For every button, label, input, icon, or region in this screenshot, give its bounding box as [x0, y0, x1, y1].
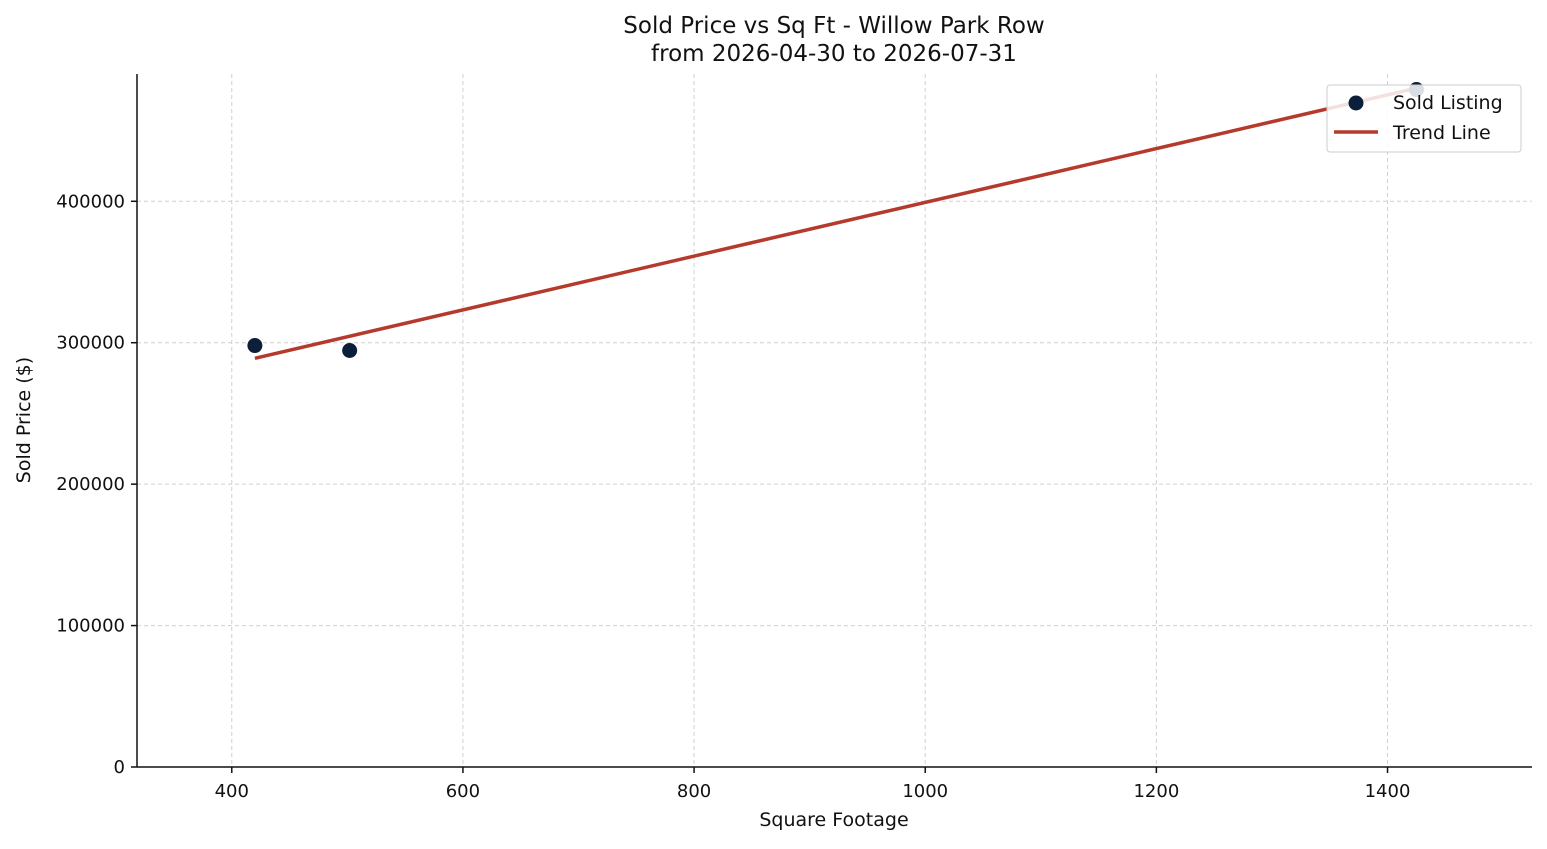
y-tick-label: 300000: [56, 333, 125, 354]
y-tick-label: 400000: [56, 191, 125, 212]
grid: [137, 74, 1532, 767]
x-tick-label: 400: [215, 781, 249, 802]
data-point: [342, 342, 358, 358]
axes: [136, 74, 1532, 768]
chart-subtitle: from 2026-04-30 to 2026-07-31: [651, 41, 1017, 67]
legend-label-trend-line: Trend Line: [1392, 122, 1491, 144]
trend-line: [254, 86, 1417, 360]
legend: Sold Listing Trend Line: [1326, 84, 1522, 153]
legend-label-sold-listing: Sold Listing: [1393, 92, 1503, 114]
y-tick-label: 100000: [56, 616, 125, 637]
ticks: 400 600 800 1000 1200 1400 0 100000 200000 300000…: [56, 191, 1410, 802]
x-tick-label: 1200: [1133, 781, 1179, 802]
x-axis-label: Square Footage: [759, 809, 908, 831]
legend-box: [1326, 84, 1522, 153]
chart-title: Sold Price vs Sq Ft - Willow Park Row: [623, 13, 1044, 39]
y-tick-label: 0: [114, 757, 125, 778]
y-axis-label: Sold Price ($): [13, 357, 35, 483]
x-tick-label: 600: [446, 781, 480, 802]
x-tick-label: 1400: [1365, 781, 1411, 802]
points-layer: [247, 82, 1424, 358]
y-tick-label: 200000: [56, 474, 125, 495]
trend-line-layer: [254, 86, 1417, 360]
data-point: [247, 338, 263, 354]
x-tick-label: 1000: [902, 781, 948, 802]
x-tick-label: 800: [677, 781, 711, 802]
legend-marker-sold-listing: [1348, 95, 1364, 111]
